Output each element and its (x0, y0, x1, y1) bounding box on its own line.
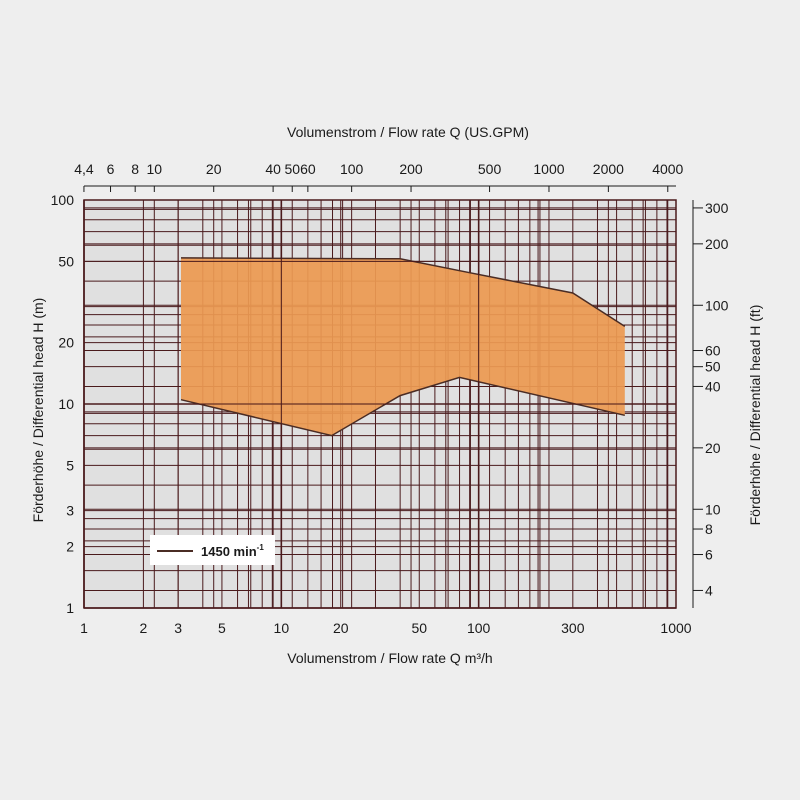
y-left-tick-label: 20 (58, 335, 74, 351)
x-top-tick-label: 1000 (533, 161, 564, 177)
y-right-tick-label: 8 (705, 521, 713, 537)
y-right-tick-label: 100 (705, 297, 729, 313)
x-bottom-tick-label: 20 (333, 620, 349, 636)
plot-frame (83, 199, 677, 609)
x-top-tick-label: 60 (300, 161, 316, 177)
y-right-tick-label: 200 (705, 236, 729, 252)
legend-label: 1450 min-1 (201, 543, 264, 559)
y-left-axis-title: Förderhöhe / Differential head H (m) (30, 298, 46, 523)
x-bottom-tick-label: 50 (411, 620, 427, 636)
y-right-tick-label: 40 (705, 378, 721, 394)
x-bottom-tick-label: 100 (467, 620, 491, 636)
x-bottom-tick-label: 10 (274, 620, 290, 636)
x-bottom-tick-label: 300 (561, 620, 585, 636)
y-left-tick-label: 1 (66, 600, 74, 616)
operating-range (84, 200, 676, 608)
upper-curve (180, 257, 626, 328)
axes (83, 185, 694, 609)
x-top-tick-label: 20 (206, 161, 222, 177)
y-right-tick-label: 300 (705, 200, 729, 216)
x-bottom-tick-label: 3 (174, 620, 182, 636)
legend: 1450 min-1 (150, 535, 275, 565)
x-bottom-tick-label: 1 (80, 620, 88, 636)
y-left-tick-label: 2 (66, 539, 74, 555)
y-left-tick-label: 10 (58, 396, 74, 412)
y-left-tick-label: 5 (66, 457, 74, 473)
x-top-tick-label: 2000 (593, 161, 624, 177)
y-right-tick-label: 10 (705, 501, 721, 517)
x-top-axis-title: Volumenstrom / Flow rate Q (US.GPM) (287, 124, 529, 140)
y-right-tick-label: 60 (705, 343, 721, 359)
x-top-tick-label: 200 (399, 161, 423, 177)
x-top-tick-label: 500 (478, 161, 502, 177)
x-top-tick-label: 8 (131, 161, 139, 177)
x-top-tick-label: 100 (340, 161, 364, 177)
y-right-tick-label: 4 (705, 582, 713, 598)
y-right-tick-label: 6 (705, 547, 713, 563)
y-right-tick-label: 50 (705, 359, 721, 375)
x-bottom-axis-title: Volumenstrom / Flow rate Q m³/h (287, 650, 492, 666)
y-right-tick-label: 20 (705, 440, 721, 456)
operating-range-fill (181, 257, 625, 436)
x-top-tick-label: 4,4 (74, 161, 94, 177)
y-left-tick-label: 3 (66, 503, 74, 519)
x-top-tick-label: 4000 (652, 161, 683, 177)
y-right-axis-title: Förderhöhe / Differential head H (ft) (747, 305, 763, 526)
x-top-tick-label: 50 (284, 161, 300, 177)
x-bottom-tick-label: 2 (140, 620, 148, 636)
x-bottom-tick-label: 5 (218, 620, 226, 636)
y-left-tick-label: 50 (58, 253, 74, 269)
x-bottom-tick-label: 1000 (660, 620, 691, 636)
x-top-tick-label: 40 (265, 161, 281, 177)
x-top-tick-label: 6 (107, 161, 115, 177)
y-left-tick-label: 100 (51, 192, 75, 208)
x-top-tick-label: 10 (147, 161, 163, 177)
